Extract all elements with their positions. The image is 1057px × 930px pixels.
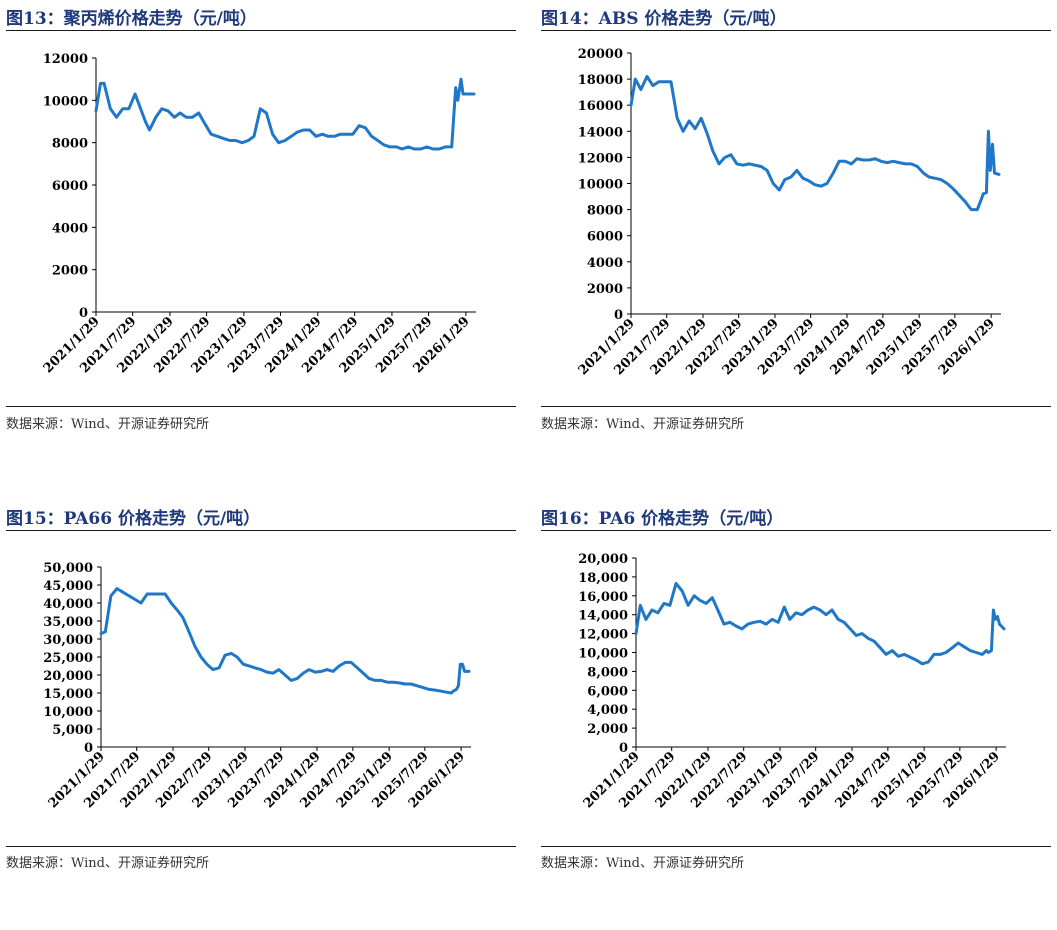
source-divider xyxy=(541,406,1051,407)
chart-title: 图14：ABS 价格走势（元/吨） xyxy=(541,9,787,29)
chart-panel-abs: 图14：ABS 价格走势（元/吨） 0 2000 4000 6000 8000 10000… xyxy=(541,0,1051,432)
y-tick-label: 16000 xyxy=(578,99,623,114)
price-series-line xyxy=(94,77,476,151)
y-tick-label: 4000 xyxy=(52,221,88,236)
y-tick-label: 12,000 xyxy=(578,628,628,643)
price-series-line xyxy=(634,582,1006,666)
chart-panel-pp: 图13：聚丙烯价格走势（元/吨） 0 2000 4000 6000 8000 10000 1… xyxy=(6,0,516,432)
chart-title: 图13：聚丙烯价格走势（元/吨） xyxy=(6,9,257,29)
y-tick-label: 40,000 xyxy=(43,597,93,612)
y-tick-label: 0 xyxy=(619,741,628,756)
y-tick-label: 18000 xyxy=(578,73,623,88)
y-tick-label: 5,000 xyxy=(52,723,93,738)
y-tick-label: 0 xyxy=(84,741,93,756)
chart-pa66-price: 0 5,000 10,000 15,000 20,000 25,000 30,000 35,0… xyxy=(43,561,471,811)
title-divider xyxy=(541,530,1051,531)
y-tick-label: 6000 xyxy=(52,179,88,194)
source-divider xyxy=(6,406,516,407)
y-tick-label: 8000 xyxy=(52,137,88,152)
y-tick-label: 4000 xyxy=(587,256,623,271)
chart-panel-pa66: 图15：PA66 价格走势（元/吨） 0 5,000 10,000 15,000 20,… xyxy=(6,500,516,930)
y-tick-label: 14,000 xyxy=(578,609,628,624)
price-series-line xyxy=(99,587,471,695)
y-tick-label: 10,000 xyxy=(578,647,628,662)
chart-pa6-price: 0 2,000 4,000 6,000 8,000 10,000 12,000 14,000 1… xyxy=(578,552,1006,811)
y-tick-label: 45,000 xyxy=(43,579,93,594)
price-series-line xyxy=(629,75,1001,212)
y-tick-label: 18,000 xyxy=(578,571,628,586)
y-tick-label: 0 xyxy=(79,306,88,321)
y-tick-label: 12000 xyxy=(43,52,88,67)
chart-source: 数据来源：Wind、开源证券研究所 xyxy=(6,856,209,871)
title-divider xyxy=(6,530,516,531)
source-divider xyxy=(6,846,516,847)
y-tick-label: 2000 xyxy=(587,282,623,297)
y-tick-label: 12000 xyxy=(578,151,623,166)
y-tick-label: 10000 xyxy=(578,178,623,193)
y-tick-label: 30,000 xyxy=(43,633,93,648)
y-tick-label: 50,000 xyxy=(43,561,93,576)
y-tick-label: 0 xyxy=(614,308,623,323)
chart-abs-price: 0 2000 4000 6000 8000 10000 12000 14000 16000 180… xyxy=(576,47,1001,378)
y-tick-label: 8000 xyxy=(587,204,623,219)
chart-title: 图15：PA66 价格走势（元/吨） xyxy=(6,509,261,529)
source-divider xyxy=(541,846,1051,847)
y-tick-label: 25,000 xyxy=(43,651,93,666)
y-tick-label: 20000 xyxy=(578,47,623,62)
y-tick-label: 10000 xyxy=(43,94,88,109)
y-tick-label: 6,000 xyxy=(587,684,628,699)
y-tick-label: 2000 xyxy=(52,264,88,279)
y-tick-label: 6000 xyxy=(587,230,623,245)
chart-source: 数据来源：Wind、开源证券研究所 xyxy=(541,856,744,871)
y-tick-label: 16,000 xyxy=(578,590,628,605)
y-tick-label: 20,000 xyxy=(43,669,93,684)
title-divider xyxy=(541,30,1051,31)
chart-title: 图16：PA6 价格走势（元/吨） xyxy=(541,509,784,529)
y-tick-label: 2,000 xyxy=(587,722,628,737)
title-divider xyxy=(6,30,516,31)
y-tick-label: 14000 xyxy=(578,125,623,140)
chart-pp-price: 0200040006000800010000120002021/1/292021… xyxy=(41,52,476,376)
y-tick-label: 15,000 xyxy=(43,687,93,702)
y-tick-label: 20,000 xyxy=(578,552,628,567)
chart-source: 数据来源：Wind、开源证券研究所 xyxy=(6,417,209,432)
y-tick-label: 8,000 xyxy=(587,665,628,680)
chart-source: 数据来源：Wind、开源证券研究所 xyxy=(541,417,744,432)
chart-panel-pa6: 图16：PA6 价格走势（元/吨） 0 2,000 4,000 6,000 8,000 1… xyxy=(541,500,1051,930)
y-tick-label: 4,000 xyxy=(587,703,628,718)
y-tick-label: 35,000 xyxy=(43,615,93,630)
y-tick-label: 10,000 xyxy=(43,705,93,720)
